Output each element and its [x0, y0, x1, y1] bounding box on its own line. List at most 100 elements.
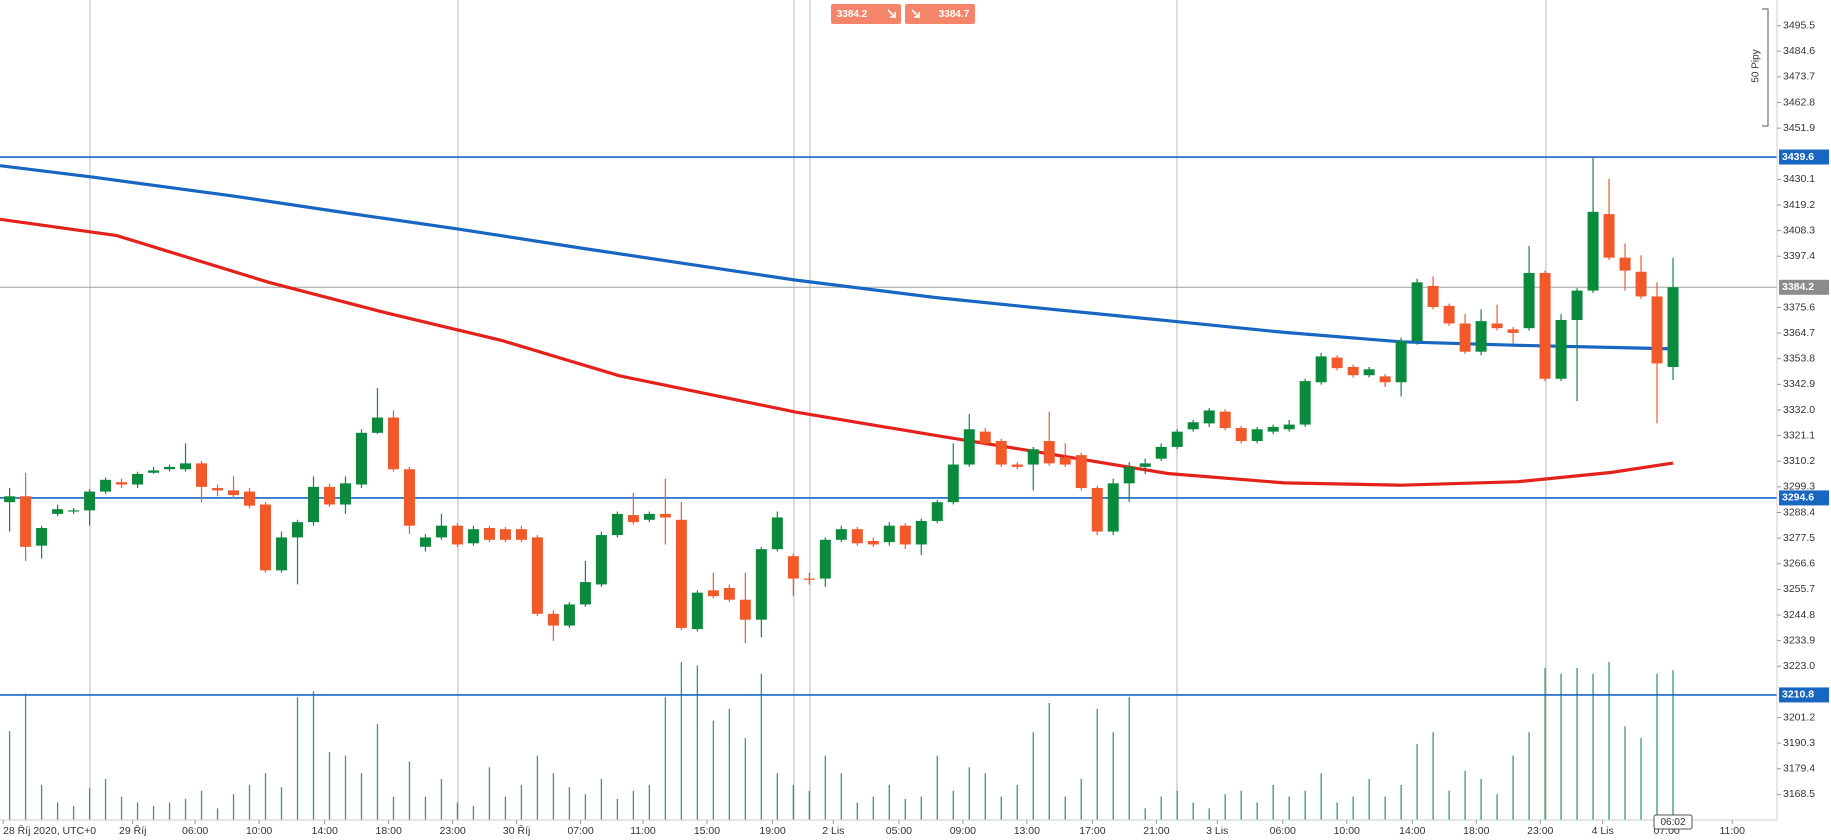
candle-body	[627, 515, 639, 523]
ask-price: 3384.7	[939, 9, 970, 20]
candle-body	[1363, 369, 1375, 376]
candle-body	[1123, 466, 1135, 484]
candle-body	[1523, 272, 1535, 329]
candle-body	[739, 599, 751, 620]
x-tick-label: 14:00	[1399, 825, 1425, 837]
candle-body	[723, 587, 735, 600]
candle-body	[1171, 431, 1183, 447]
moving-average-line	[0, 217, 1674, 487]
countdown-badge: 06:02	[1653, 814, 1693, 830]
candle-body	[1027, 449, 1039, 465]
x-tick-label: 05:00	[886, 825, 912, 837]
candle-body	[643, 513, 655, 520]
candle-body	[547, 613, 559, 626]
candle-body	[4, 496, 16, 503]
y-tick-label: 3201.2	[1783, 711, 1815, 723]
candle-body	[276, 537, 288, 571]
y-tick-label: 3310.2	[1783, 455, 1815, 467]
x-tick-label: 10:00	[1334, 825, 1360, 837]
candle-body	[1235, 428, 1247, 442]
candle-body	[963, 429, 975, 465]
price-badge-label: 3294.6	[1782, 492, 1814, 504]
candle-body	[371, 417, 383, 433]
y-tick-label: 3277.5	[1783, 532, 1815, 544]
x-tick-label: 11:00	[1719, 825, 1745, 837]
candle-body	[212, 488, 224, 491]
x-tick-label: 2 Lis	[822, 825, 844, 837]
moving-averages	[0, 164, 1674, 487]
candle-body	[595, 535, 607, 585]
y-tick-label: 3419.2	[1783, 199, 1815, 211]
candle-body	[867, 540, 879, 545]
candle-body	[20, 496, 32, 547]
candle-body	[291, 522, 303, 538]
candle-body	[515, 529, 527, 540]
candle-body	[931, 502, 943, 521]
x-tick-label: 30 Říj	[503, 824, 530, 837]
candle-body	[1299, 381, 1311, 425]
candle-body	[116, 482, 128, 485]
candle-body	[164, 466, 176, 470]
candle-body	[1587, 211, 1599, 291]
x-tick-label: 07:00	[567, 825, 593, 837]
y-tick-label: 3462.8	[1783, 96, 1815, 108]
x-tick-label: 4 Lis	[1592, 825, 1614, 837]
candle-body	[499, 529, 511, 540]
candle-body	[707, 590, 719, 597]
candle-body	[228, 490, 240, 496]
x-tick-label: 23:00	[1527, 825, 1553, 837]
candle-body	[36, 528, 48, 546]
y-tick-label: 3190.3	[1783, 737, 1815, 749]
x-tick-label: 14:00	[312, 825, 338, 837]
candle-body	[451, 525, 463, 545]
candle-body	[467, 529, 479, 544]
y-tick-label: 3353.8	[1783, 353, 1815, 365]
x-tick-label: 28 Říj 2020, UTC+0	[3, 824, 96, 837]
x-tick-label: 18:00	[1463, 825, 1489, 837]
x-tick-label: 13:00	[1014, 825, 1040, 837]
price-lines	[0, 156, 1777, 696]
candle-body	[339, 483, 351, 505]
y-tick-label: 3408.3	[1783, 224, 1815, 236]
x-tick-label: 29 Říj	[119, 824, 146, 837]
candle-body	[835, 529, 847, 540]
y-tick-label: 3244.8	[1783, 609, 1815, 621]
candle-body	[1267, 426, 1279, 432]
price-badge	[1779, 687, 1829, 703]
candle-body	[1075, 455, 1087, 489]
candle-body	[68, 510, 80, 512]
candle-body	[563, 604, 575, 626]
candle-body	[851, 529, 863, 544]
candle-body	[947, 464, 959, 503]
price-badge-label: 3439.6	[1782, 151, 1814, 163]
candle-body	[387, 417, 399, 470]
candle-body	[787, 556, 799, 579]
y-tick-label: 3332.0	[1783, 404, 1815, 416]
candle-body	[1091, 488, 1103, 532]
buy-button[interactable]	[905, 4, 975, 24]
x-tick-label: 23:00	[440, 825, 466, 837]
candle-body	[675, 519, 687, 628]
y-tick-label: 3299.3	[1783, 481, 1815, 493]
x-tick-label: 19:00	[759, 825, 785, 837]
y-tick-label: 3473.7	[1783, 71, 1815, 83]
candle-body	[1667, 287, 1679, 367]
y-tick-label: 3223.0	[1783, 660, 1815, 672]
y-tick-label: 3179.4	[1783, 763, 1815, 775]
candle-body	[691, 592, 703, 630]
candle-body	[755, 549, 767, 620]
y-tick-label: 3288.4	[1783, 506, 1815, 518]
candle-body	[483, 528, 495, 540]
candle-body	[1251, 429, 1263, 442]
sell-button[interactable]	[831, 4, 901, 24]
candle-body	[196, 463, 208, 487]
quote-buttons: 3384.2 3384.7	[831, 4, 975, 24]
price-badge-label: 3384.2	[1782, 281, 1814, 293]
candle-body	[979, 431, 991, 444]
candle-body	[659, 513, 671, 518]
candle-body	[403, 469, 415, 526]
scale-bracket: 50 Pipy	[1751, 8, 1769, 127]
candle-body	[1411, 282, 1423, 342]
y-tick-label: 3233.9	[1783, 634, 1815, 646]
candle-body	[1539, 272, 1551, 379]
